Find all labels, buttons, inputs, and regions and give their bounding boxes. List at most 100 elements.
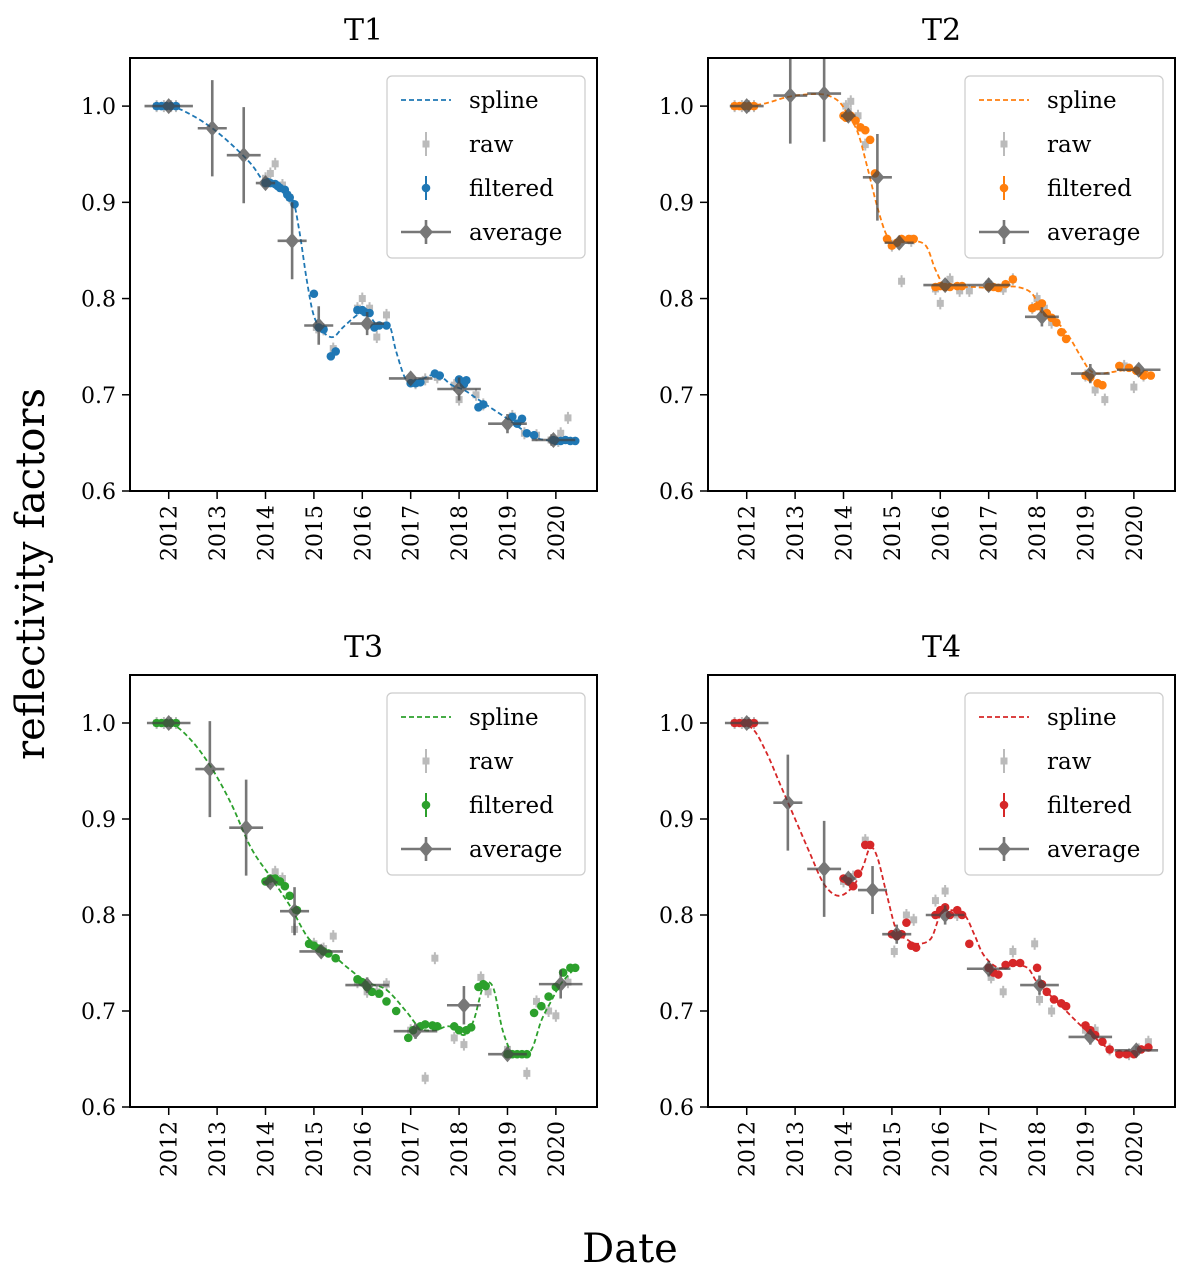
panel-title: T4: [922, 630, 961, 665]
y-tick-label: 0.6: [659, 480, 694, 505]
y-tick-label: 0.6: [81, 1096, 116, 1121]
filtered-point: [285, 193, 294, 202]
raw-point: [421, 1074, 429, 1082]
filtered-point: [882, 234, 892, 244]
filtered-point: [1115, 361, 1124, 371]
raw-point: [450, 381, 458, 389]
average-point: [299, 943, 343, 960]
filtered-point: [537, 1001, 546, 1011]
average-point: [773, 754, 803, 851]
average-marker: [938, 277, 953, 294]
x-tick-label: 2017: [978, 505, 1003, 561]
average-marker: [452, 381, 467, 398]
average-marker: [1129, 1042, 1144, 1059]
filtered-point: [1061, 334, 1071, 344]
filtered-point: [435, 371, 445, 380]
plot-frame: [129, 57, 598, 492]
legend-label: raw: [1047, 749, 1092, 775]
x-tick-label: 2017: [400, 505, 425, 561]
average-marker: [287, 903, 302, 920]
panel-title: T3: [344, 630, 383, 665]
x-tick-label: 2017: [400, 1121, 425, 1177]
raw-point: [1120, 362, 1128, 370]
filtered-point: [1008, 958, 1018, 968]
x-tick-label: 2019: [1074, 1121, 1099, 1177]
filtered-point: [529, 430, 539, 440]
average-point: [724, 715, 769, 731]
legend: spline raw filtered average: [964, 692, 1164, 876]
average-marker: [161, 715, 176, 731]
data-layer: [144, 80, 580, 449]
average-marker: [739, 715, 754, 731]
x-tick-label: 2016: [929, 505, 954, 561]
average-point: [841, 870, 856, 887]
filtered-point: [911, 943, 921, 952]
average-marker: [456, 997, 471, 1014]
y-tick-label: 0.7: [81, 1000, 116, 1025]
legend-label: average: [469, 837, 562, 863]
legend-label: filtered: [469, 793, 554, 819]
average-marker: [263, 874, 278, 891]
legend-key-raw: [1000, 140, 1008, 148]
x-tick-label: 2014: [255, 505, 280, 561]
y-tick-label: 1.0: [81, 712, 116, 737]
x-tick-label: 2017: [978, 1121, 1003, 1177]
filtered-point: [1105, 1045, 1114, 1054]
raw-point: [329, 932, 337, 940]
filtered-point: [1042, 987, 1052, 997]
legend-key-average: [979, 220, 1029, 244]
x-tick-label: 2016: [929, 1121, 954, 1177]
average-point: [1116, 361, 1161, 378]
x-tick-label: 2014: [833, 1121, 858, 1177]
filtered-point: [994, 970, 1003, 979]
y-axis-label: reflectivity factors: [8, 388, 54, 760]
average-marker: [408, 1023, 423, 1040]
average-point: [729, 98, 764, 115]
filtered-point: [285, 891, 294, 901]
panel-t4: T4 0.6 0.7 0.8 0.9 1.0 2012 2013 2014 2015 2016 201…: [659, 630, 1176, 1177]
filtered-point: [1052, 318, 1061, 327]
y-tick-label: 0.6: [81, 480, 116, 505]
average-marker: [1083, 1028, 1098, 1045]
legend-label: spline: [469, 88, 539, 114]
average-point: [538, 969, 583, 999]
average-marker: [500, 1046, 515, 1063]
filtered-point: [965, 939, 974, 949]
average-marker: [500, 415, 515, 432]
y-tick-label: 0.6: [659, 1096, 694, 1121]
average-point: [195, 721, 225, 818]
panel-t3: T3 0.6 0.7 0.8 0.9 1.0 2012 2013 2014 2015 2016 201…: [81, 630, 598, 1177]
average-marker: [870, 169, 885, 186]
raw-point: [366, 304, 374, 312]
raw-point: [910, 916, 918, 924]
average-point: [488, 1046, 527, 1063]
legend-label: average: [1047, 837, 1140, 863]
x-tick-label: 2012: [158, 1121, 183, 1177]
raw-point: [484, 988, 492, 996]
average-marker: [892, 234, 907, 251]
average-marker: [202, 761, 217, 778]
panel-t1: T1 0.6 0.7 0.8 0.9 1.0 2012 2013 2014 2015 2016 201…: [81, 13, 598, 561]
x-tick-label: 2018: [1026, 1121, 1051, 1177]
legend-key-raw: [422, 140, 430, 148]
average-point: [807, 820, 842, 917]
data-layer: [729, 58, 1161, 406]
average-marker: [817, 860, 832, 877]
filtered-point: [478, 400, 488, 409]
raw-point: [842, 102, 850, 110]
y-tick-label: 1.0: [81, 95, 116, 120]
legend-key-filtered: [999, 183, 1009, 193]
average-point: [350, 312, 385, 336]
filtered-point: [382, 997, 391, 1006]
x-tick-label: 2012: [158, 505, 183, 561]
filtered-point: [1061, 1001, 1071, 1011]
filtered-point: [860, 125, 870, 135]
raw-point: [999, 988, 1007, 996]
average-marker: [403, 370, 418, 387]
spline-line: [154, 105, 576, 443]
x-axis-label: Date: [582, 1226, 678, 1272]
legend-key-filtered: [421, 183, 431, 193]
x-tick-label: 2013: [206, 505, 231, 561]
average-marker: [360, 315, 375, 332]
legend-label: raw: [1047, 132, 1092, 158]
